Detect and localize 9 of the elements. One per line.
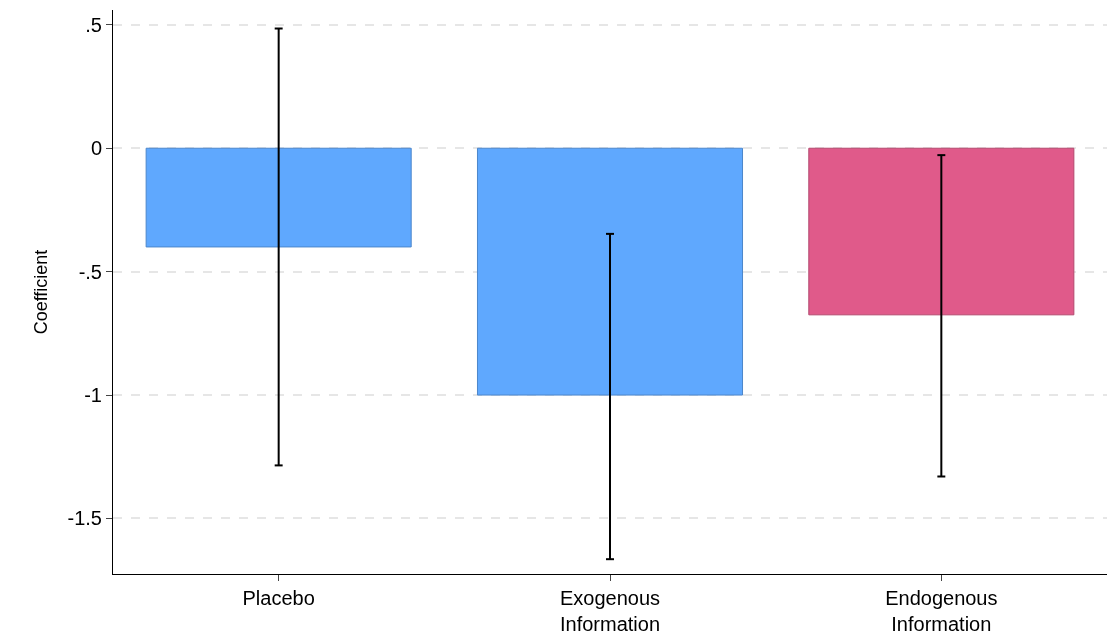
y-tick-label: -.5 xyxy=(78,260,102,283)
x-tick-label: Placebo xyxy=(242,587,315,609)
y-axis-title: Coefficient xyxy=(30,249,51,335)
y-tick-label: -1.5 xyxy=(67,507,102,530)
y-tick-label: -1 xyxy=(84,384,102,407)
x-tick-label: Exogenous Information xyxy=(559,587,661,635)
y-tick-label: 0 xyxy=(90,137,102,160)
x-tick-label: Endogenous Information xyxy=(885,587,998,635)
y-tick-label: .5 xyxy=(85,13,102,36)
